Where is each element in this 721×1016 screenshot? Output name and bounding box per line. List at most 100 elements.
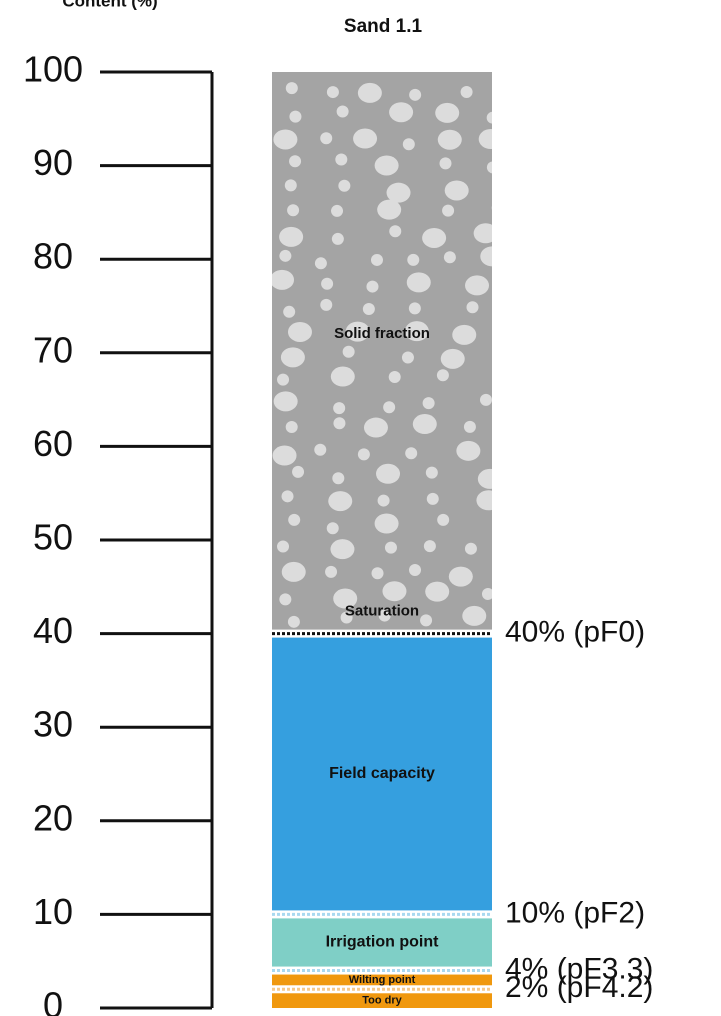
pebble [345,321,370,342]
pebble [402,138,415,151]
pebble [342,345,355,358]
pebble [412,414,437,435]
pebble [331,204,344,217]
pebble [425,466,438,479]
pebble [331,232,344,245]
pebble [335,153,348,166]
pebble [442,204,455,217]
pebble [436,369,449,382]
pebble [338,179,351,192]
pebble [388,371,401,384]
pebble [281,561,306,582]
pebble [408,302,421,315]
pebble [320,132,333,145]
pebble [460,85,473,98]
pebble [440,348,465,369]
pebble [279,249,292,262]
segment-label: Solid fraction [334,325,430,342]
pebble [292,465,305,478]
axis-title: Content (%) [62,0,157,10]
pebble [423,540,436,553]
threshold-label: 2% (pF4.2) [505,971,653,1004]
pebble [289,155,302,168]
y-tick-label: 20 [33,797,73,838]
pebble [330,366,355,387]
pebble [376,463,401,484]
segment [272,918,492,967]
pebble [283,305,296,318]
pebble [277,373,290,386]
pebble [456,440,481,461]
pebble [422,227,447,248]
pebble [314,443,327,456]
pebble [477,468,492,489]
pebble [279,226,304,247]
y-tick-label: 40 [33,610,73,651]
pebble [328,491,353,512]
segment-label: Too dry [362,995,402,1007]
pebble [357,448,370,461]
pebble [336,105,349,118]
pebble [486,111,492,124]
pebble [281,490,294,503]
pebble [491,206,492,210]
pebble [378,609,391,622]
pebble [325,565,338,578]
pebble [370,253,383,266]
pebble [287,615,300,628]
pebble [357,82,382,103]
pebble [362,303,375,316]
pebble [481,587,492,600]
pebble [437,129,462,150]
pebble [340,611,353,624]
annotation: Saturation [345,603,419,620]
pebble [386,182,411,203]
segment [272,974,492,986]
pebble [377,199,402,220]
pebble [333,588,358,609]
pebble [289,110,302,123]
pebble [279,593,292,606]
pebble [479,393,492,406]
pebble [426,492,439,505]
pebble [409,564,422,577]
pebble [439,157,452,170]
pebble [333,402,346,415]
pebble [285,82,298,95]
segment-label: Field capacity [329,765,435,782]
pebble [280,347,305,368]
pebble [288,513,301,526]
pebble [463,420,476,433]
pebble [406,272,431,293]
pebble [326,522,339,535]
y-tick-label: 80 [33,236,73,277]
pebble [320,298,333,311]
pebble [363,417,388,438]
y-tick-label: 50 [33,517,73,558]
y-tick-label: 70 [33,329,73,370]
pebble [374,155,399,176]
pebble [486,161,492,174]
pebble [326,86,339,99]
pebble [273,129,298,150]
pebble [353,128,378,149]
pebble [443,251,456,264]
pebble [321,277,334,290]
pebble [444,180,469,201]
pebble [377,494,390,507]
segment-label: Wilting point [349,974,416,986]
pebbles [272,82,506,628]
pebble [384,541,397,554]
pebble [462,605,487,626]
pebble [277,540,290,553]
y-tick-label: 100 [23,49,83,90]
threshold-label: 40% (pF0) [505,616,645,649]
pebble [285,421,298,434]
pebble [272,445,297,466]
pebble [332,472,345,485]
pebble [371,567,384,580]
pebble [494,354,506,366]
pebble [478,129,492,150]
pebble [435,102,460,123]
